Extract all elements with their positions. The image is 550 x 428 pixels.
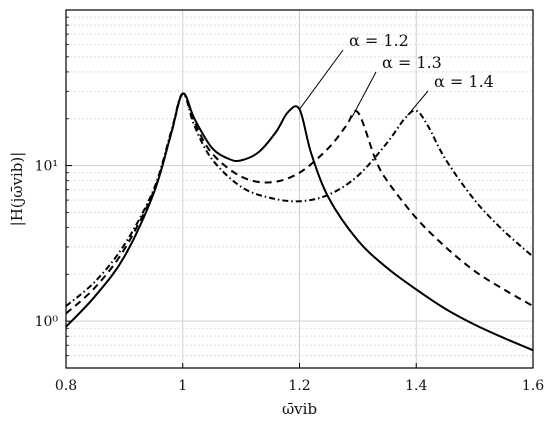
annotation-leader	[299, 49, 344, 110]
x-axis-label: ω̄vib	[282, 400, 317, 418]
axis-ticks: 0.8 1 1.2 1.4 1.6 10⁰ 10¹	[35, 16, 544, 394]
x-tick-label: 1.2	[288, 378, 310, 394]
annotations: α = 1.2 α = 1.3α = 1.4	[299, 31, 494, 118]
series-line-2	[65, 92, 534, 315]
x-tick-label: 1.6	[522, 378, 544, 394]
y-tick-label: 10¹	[35, 159, 58, 175]
annotation-label: α = 1.4	[434, 72, 494, 91]
x-tick-label: 1	[178, 378, 187, 394]
x-tick-label: 1.4	[405, 378, 427, 394]
grid	[65, 10, 534, 369]
annotation-leader	[351, 71, 377, 118]
annotation-label: α = 1.3	[382, 53, 442, 72]
annotation-leader	[407, 90, 429, 116]
series-line-1	[65, 92, 534, 352]
y-tick-label: 10⁰	[35, 314, 59, 330]
series-line-3	[65, 92, 534, 307]
x-tick-label: 0.8	[55, 378, 77, 394]
series-layer	[65, 92, 534, 352]
y-axis-label: |H(jω̄vib)|	[8, 152, 26, 227]
annotation-label: α = 1.2	[349, 31, 409, 50]
